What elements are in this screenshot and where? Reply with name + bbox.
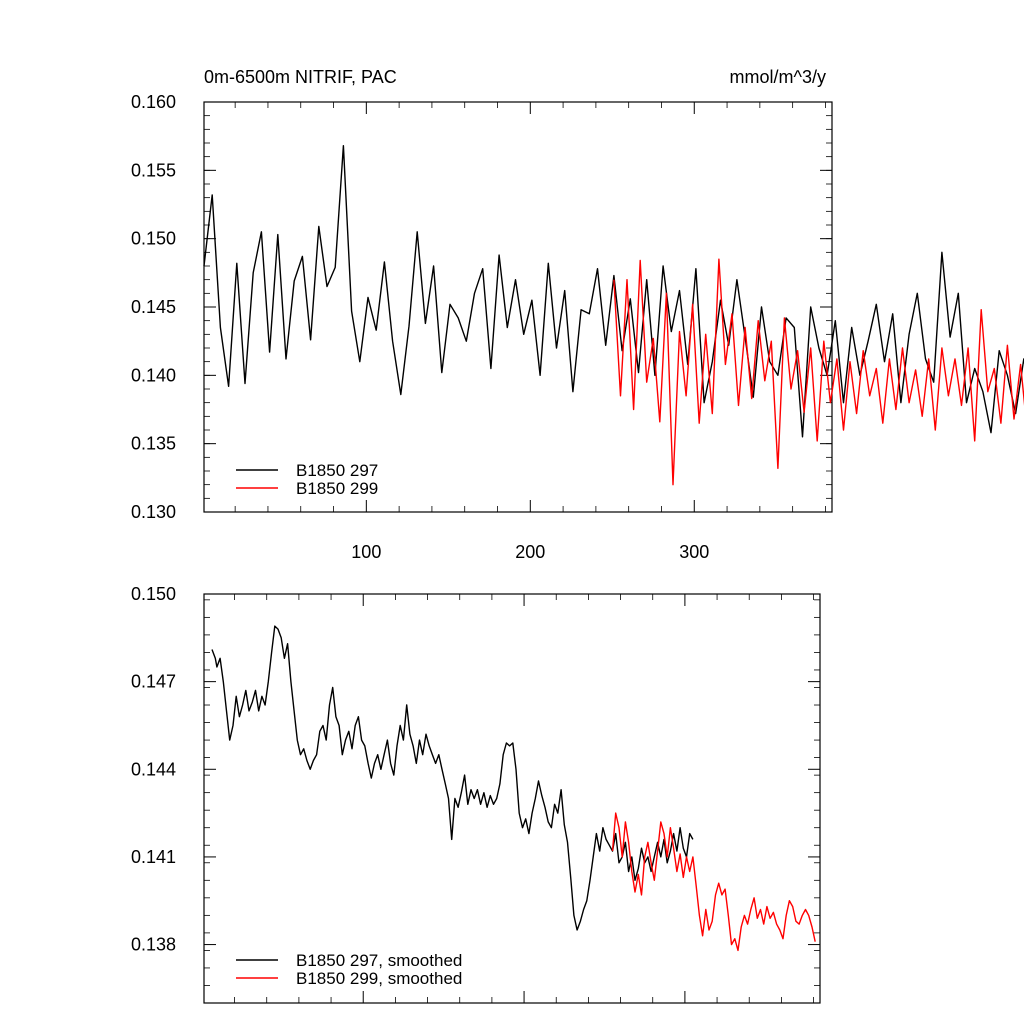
bottom-series-line-black	[211, 625, 694, 931]
top-ytick-label: 0.145	[131, 297, 176, 317]
bottom-ytick-label: 0.147	[131, 672, 176, 692]
top-legend-label: B1850 299	[296, 479, 378, 498]
bottom-panel: 0.138 0.141 0.144 0.147 0.150 B1850 297, smoo…	[131, 584, 821, 1004]
top-plot-frame	[203, 101, 833, 513]
top-chart-title: 0m-6500m NITRIF, PAC	[204, 67, 397, 87]
bottom-ytick-label: 0.150	[131, 584, 176, 604]
bottom-ytick-label: 0.144	[131, 759, 176, 779]
top-xtick-label: 300	[679, 542, 709, 562]
top-ytick-label: 0.150	[131, 229, 176, 249]
top-xtick-label: 100	[351, 542, 381, 562]
top-ytick-label: 0.160	[131, 92, 176, 112]
bottom-plot-frame	[203, 593, 821, 1004]
top-chart-units: mmol/m^3/y	[730, 67, 826, 87]
bottom-ytick-label: 0.138	[131, 935, 176, 955]
bottom-legend-label: B1850 299, smoothed	[296, 969, 462, 988]
top-xtick-label: 200	[515, 542, 545, 562]
top-ytick-label: 0.130	[131, 502, 176, 522]
bottom-series-line-red	[611, 812, 816, 952]
bottom-legend-label: B1850 297, smoothed	[296, 951, 462, 970]
top-panel: 0m-6500m NITRIF, PAC mmol/m^3/y 0.130 0.1…	[131, 67, 1024, 562]
top-legend-label: B1850 297	[296, 461, 378, 480]
bottom-ytick-label: 0.141	[131, 847, 176, 867]
top-ytick-label: 0.140	[131, 365, 176, 385]
top-ytick-label: 0.155	[131, 160, 176, 180]
top-ytick-label: 0.135	[131, 434, 176, 454]
top-series-line-red	[613, 258, 1024, 486]
